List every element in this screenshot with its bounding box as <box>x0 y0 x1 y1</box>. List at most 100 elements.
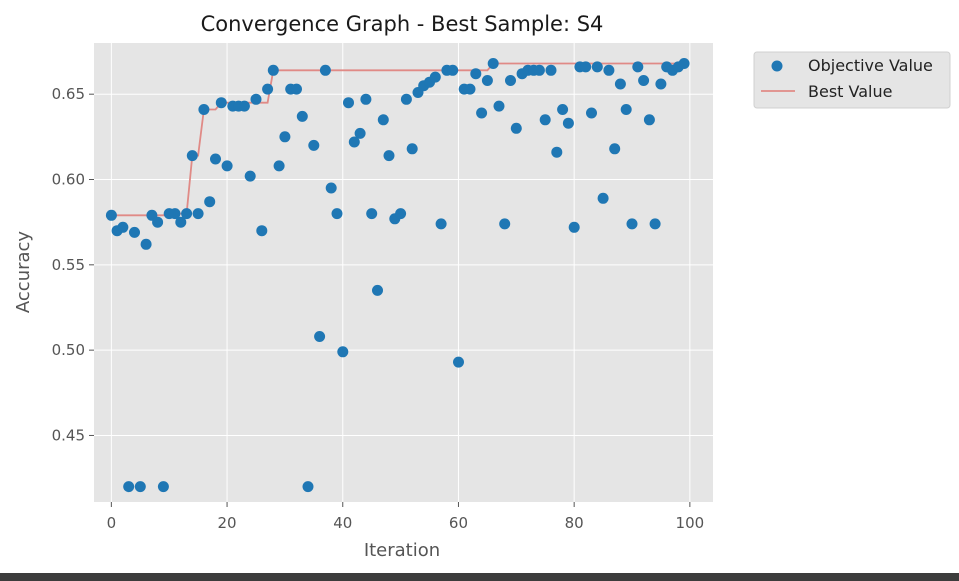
data-point <box>620 104 632 115</box>
data-point <box>499 218 511 230</box>
legend-marker-objective <box>771 60 783 72</box>
data-point <box>614 78 626 90</box>
data-point <box>210 153 221 165</box>
x-tick-label: 60 <box>449 514 468 532</box>
y-tick-label: 0.45 <box>52 426 85 444</box>
data-point <box>348 136 360 148</box>
data-point <box>105 209 117 221</box>
data-point <box>562 117 574 129</box>
data-point <box>505 75 516 86</box>
data-point <box>186 150 198 162</box>
legend-box <box>753 51 951 109</box>
data-point <box>551 146 563 158</box>
data-point <box>649 218 661 230</box>
data-point <box>360 93 372 105</box>
data-point <box>198 104 210 115</box>
data-point <box>291 83 302 95</box>
data-point <box>643 114 655 126</box>
data-point <box>308 139 320 151</box>
x-axis: 0 20 40 60 80 100 <box>107 502 705 532</box>
plot-area <box>94 43 713 502</box>
data-point <box>319 64 331 76</box>
data-point <box>204 196 216 208</box>
x-tick-label: 20 <box>218 514 237 532</box>
data-point <box>400 93 412 105</box>
objective-value-points <box>105 58 690 493</box>
data-point <box>557 104 569 115</box>
grid-lines <box>94 43 713 502</box>
data-point <box>129 226 140 238</box>
data-point <box>586 107 597 119</box>
data-point <box>493 100 505 112</box>
data-point <box>296 110 308 122</box>
data-point <box>464 83 476 95</box>
data-point <box>123 481 135 493</box>
y-tick-label: 0.65 <box>52 85 85 103</box>
data-point <box>632 61 644 73</box>
data-point <box>406 143 418 155</box>
data-point <box>152 216 164 228</box>
data-point <box>343 97 354 109</box>
chart-title: Convergence Graph - Best Sample: S4 <box>201 12 604 36</box>
data-point <box>429 71 441 83</box>
legend-label-objective: Objective Value <box>808 56 933 75</box>
legend-label-best: Best Value <box>808 82 892 101</box>
data-point <box>435 218 447 230</box>
data-point <box>279 131 291 143</box>
data-point <box>476 107 488 119</box>
data-point <box>447 64 459 76</box>
data-point <box>244 170 256 182</box>
data-point <box>383 150 395 162</box>
data-point <box>238 100 250 112</box>
y-tick-label: 0.60 <box>52 171 85 189</box>
data-point <box>655 78 667 90</box>
data-point <box>262 83 274 95</box>
data-point <box>221 160 233 172</box>
data-point <box>175 216 187 228</box>
data-point <box>510 122 522 134</box>
data-point <box>539 114 551 126</box>
data-point <box>609 143 621 155</box>
data-point <box>267 64 279 76</box>
data-point <box>140 238 152 250</box>
data-point <box>395 208 407 220</box>
data-point <box>302 481 314 493</box>
y-tick-label: 0.55 <box>52 256 85 274</box>
data-point <box>117 221 129 233</box>
data-point <box>678 58 690 69</box>
data-point <box>377 114 389 126</box>
data-point <box>157 481 169 493</box>
data-point <box>169 208 181 220</box>
data-point <box>568 221 580 233</box>
x-tick-label: 40 <box>333 514 352 532</box>
data-point <box>250 93 262 105</box>
data-point <box>337 346 349 358</box>
data-point <box>366 208 378 220</box>
data-point <box>256 225 268 237</box>
data-point <box>545 64 557 76</box>
data-point <box>487 58 499 69</box>
data-point <box>603 64 615 76</box>
data-point <box>215 97 227 109</box>
data-point <box>192 208 204 220</box>
data-point <box>533 64 545 76</box>
x-axis-label: Iteration <box>364 540 440 561</box>
legend: Objective Value Best Value <box>753 51 951 109</box>
y-axis: 0.45 0.50 0.55 0.60 0.65 <box>52 85 94 444</box>
data-point <box>626 218 638 230</box>
data-point <box>591 61 603 73</box>
data-point <box>453 356 464 368</box>
data-point <box>597 192 609 204</box>
x-tick-label: 100 <box>676 514 705 532</box>
x-tick-label: 80 <box>565 514 584 532</box>
data-point <box>314 331 326 342</box>
data-point <box>354 127 366 139</box>
data-point <box>325 182 337 194</box>
data-point <box>481 75 493 86</box>
y-axis-label: Accuracy <box>13 231 34 314</box>
data-point <box>638 75 650 86</box>
data-point <box>580 61 592 73</box>
data-point <box>134 481 146 493</box>
x-tick-label: 0 <box>107 514 117 532</box>
